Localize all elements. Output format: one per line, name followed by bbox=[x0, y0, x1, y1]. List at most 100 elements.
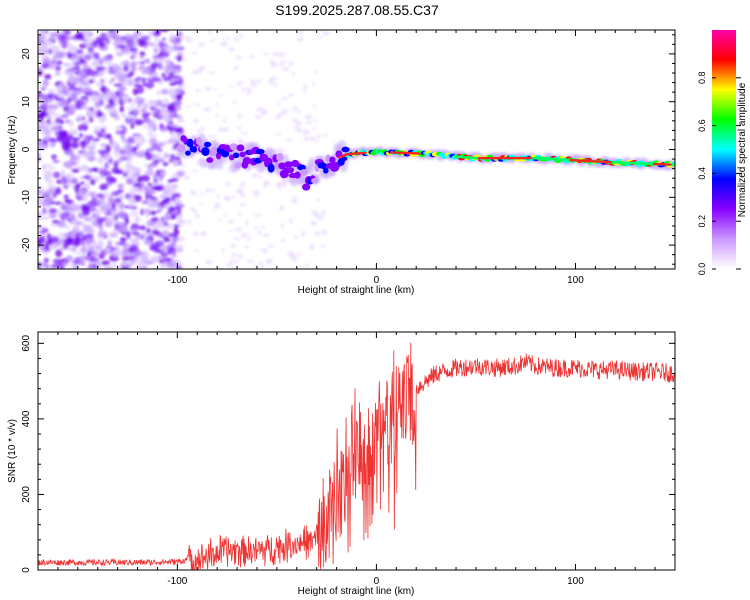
spectrogram-noise-blob bbox=[223, 195, 231, 202]
spectrogram-ridge-cell bbox=[299, 168, 308, 176]
spectrogram-noise-blob bbox=[91, 60, 99, 68]
spectrogram-noise-blob bbox=[50, 264, 59, 269]
spectrogram-noise-blob bbox=[262, 52, 270, 56]
spectrogram-noise-blob bbox=[116, 39, 126, 44]
spectrogram-noise-blob bbox=[144, 58, 151, 64]
spectrogram-noise-blob bbox=[169, 206, 176, 212]
spectrogram-noise-blob bbox=[314, 212, 319, 218]
spectrogram-noise-blob bbox=[54, 65, 62, 71]
spectrogram-noise-blob bbox=[193, 118, 199, 124]
spectrogram-noise-blob bbox=[193, 209, 197, 215]
spectrogram-noise-blob bbox=[38, 112, 46, 117]
spectrogram-noise-blob bbox=[256, 106, 264, 112]
spectrogram-noise-blob bbox=[64, 110, 75, 116]
spectrogram-noise-blob bbox=[242, 233, 250, 236]
spectrogram-noise-blob bbox=[132, 88, 139, 96]
spectrogram-xtick-label: 0 bbox=[374, 275, 380, 286]
spectrogram-noise-blob bbox=[155, 109, 160, 114]
spectrogram-noise-blob bbox=[282, 182, 286, 185]
snr-ylabel: SNR (10 * v/v) bbox=[7, 419, 18, 483]
spectrogram-noise-blob bbox=[175, 43, 183, 48]
spectrogram-ridge-cell bbox=[287, 167, 295, 174]
spectrogram-noise-blob bbox=[154, 37, 160, 43]
spectrogram-noise-blob bbox=[142, 82, 148, 87]
spectrogram-noise-blob bbox=[232, 67, 237, 71]
spectrogram-ytick-label: -20 bbox=[21, 237, 32, 252]
spectrogram-noise-blob bbox=[97, 240, 104, 249]
spectrogram-noise-blob bbox=[84, 182, 91, 191]
spectrogram-ridge-halo-blob bbox=[199, 157, 208, 168]
spectrogram-noise-blob bbox=[122, 97, 130, 104]
spectrogram-noise-blob bbox=[147, 100, 158, 104]
spectrogram-noise-blob bbox=[68, 86, 78, 91]
spectrogram-noise-blob bbox=[290, 118, 299, 123]
snr-ytick-label: 600 bbox=[21, 335, 32, 352]
spectrogram-noise-blob bbox=[42, 128, 51, 136]
colorbar-tick-label: 0.4 bbox=[697, 167, 707, 180]
spectrogram-ylabel: Frequency (Hz) bbox=[7, 116, 18, 185]
spectrogram-noise-blob bbox=[251, 190, 260, 194]
spectrogram-noise-blob bbox=[312, 104, 317, 108]
spectrogram-noise-blob bbox=[267, 263, 271, 266]
spectrogram-noise-blob bbox=[78, 189, 88, 197]
spectrogram-noise-blob bbox=[113, 83, 123, 87]
spectrogram-noise-blob bbox=[42, 202, 48, 207]
spectrogram-xtick-label: -100 bbox=[167, 275, 187, 286]
spectrogram-noise-blob bbox=[173, 227, 178, 232]
spectrogram-noise-blob bbox=[163, 154, 173, 158]
spectrogram-noise-blob bbox=[162, 51, 170, 58]
spectrogram-noise-blob bbox=[110, 262, 118, 269]
spectrogram-noise-blob bbox=[120, 61, 125, 66]
spectrogram-noise-blob bbox=[161, 72, 167, 78]
spectrogram-noise-blob bbox=[71, 66, 81, 70]
spectrogram-noise-blob bbox=[130, 55, 135, 60]
spectrogram-noise-blob bbox=[51, 62, 57, 68]
spectrogram-noise-blob bbox=[47, 39, 53, 46]
spectrogram-noise-blob bbox=[154, 30, 161, 37]
spectrogram-ridge-cell bbox=[236, 144, 245, 152]
spectrogram-noise-field bbox=[38, 30, 331, 269]
spectrogram-noise-blob bbox=[60, 119, 65, 125]
spectrogram-noise-blob bbox=[159, 56, 165, 62]
spectrogram-noise-blob bbox=[134, 216, 141, 223]
spectrogram-ytick-label: 10 bbox=[21, 96, 32, 108]
spectrogram-noise-blob bbox=[152, 173, 159, 181]
spectrogram-noise-blob bbox=[246, 237, 252, 241]
spectrogram-noise-blob bbox=[301, 231, 306, 237]
spectrogram-noise-blob bbox=[146, 227, 151, 234]
spectrogram-noise-blob bbox=[166, 223, 174, 229]
spectrogram-noise-blob bbox=[147, 126, 153, 135]
spectrogram-noise-blob bbox=[176, 237, 185, 242]
spectrogram-noise-blob bbox=[175, 93, 183, 102]
spectrogram-noise-blob bbox=[259, 176, 264, 179]
spectrogram-noise-blob bbox=[124, 149, 133, 155]
spectrogram-noise-blob bbox=[97, 149, 107, 154]
spectrogram-noise-blob bbox=[42, 57, 51, 64]
spectrogram-ridge-cell bbox=[176, 144, 186, 153]
spectrogram-ridge-cell bbox=[229, 143, 239, 151]
spectrogram-noise-blob bbox=[161, 37, 166, 42]
spectrogram-ridge-cell bbox=[191, 146, 197, 153]
spectrogram-noise-blob bbox=[85, 170, 94, 176]
spectrogram-noise-blob bbox=[129, 62, 137, 69]
spectrogram-noise-blob bbox=[98, 60, 104, 66]
spectrogram-noise-blob bbox=[162, 262, 169, 269]
spectrogram-noise-blob bbox=[38, 97, 45, 105]
spectrogram-noise-blob bbox=[83, 87, 92, 93]
spectrogram-noise-blob bbox=[237, 113, 243, 119]
spectrogram-noise-blob bbox=[301, 89, 308, 93]
spectrogram-noise-blob bbox=[96, 112, 104, 117]
spectrogram-noise-blob bbox=[154, 186, 160, 191]
spectrogram-noise-blob bbox=[43, 163, 54, 168]
spectrogram-noise-blob bbox=[156, 89, 162, 96]
spectrogram-noise-blob bbox=[204, 86, 212, 91]
spectrogram-noise-blob bbox=[171, 260, 181, 264]
spectrogram-noise-blob bbox=[64, 134, 74, 142]
spectrogram-noise-blob bbox=[148, 30, 154, 36]
spectrogram-noise-blob bbox=[174, 245, 183, 252]
spectrogram-ridge-cell bbox=[215, 152, 222, 160]
spectrogram-noise-blob bbox=[46, 119, 51, 124]
spectrogram-noise-blob bbox=[50, 45, 61, 52]
spectrogram-noise-blob bbox=[239, 203, 246, 207]
